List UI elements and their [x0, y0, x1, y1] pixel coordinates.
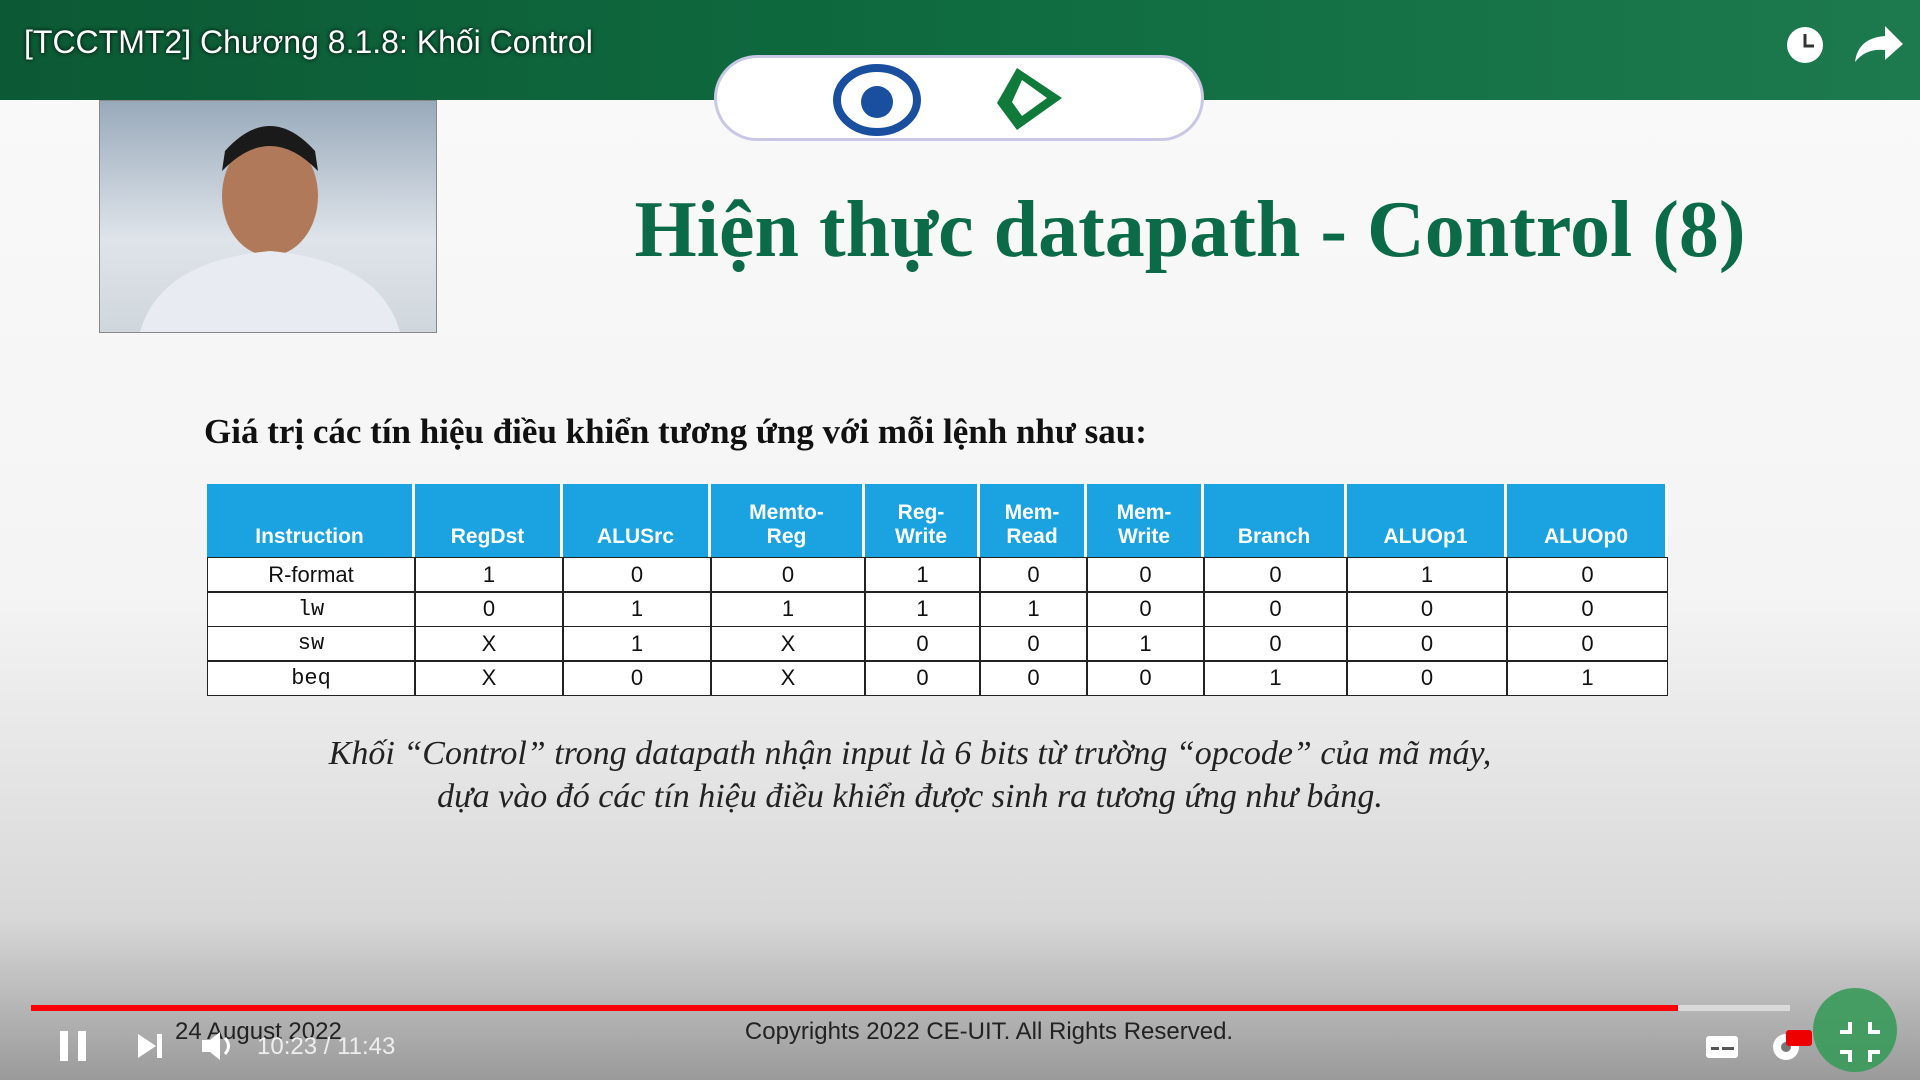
table-cell: X: [415, 626, 563, 661]
table-cell: 0: [865, 626, 980, 661]
table-cell: 1: [1507, 660, 1668, 696]
header-text: Mem-: [1004, 501, 1060, 524]
table-cell: 0: [980, 557, 1087, 592]
table-cell: 1: [1204, 660, 1347, 696]
table-cell: 0: [1507, 557, 1668, 592]
table-cell: 1: [865, 591, 980, 627]
time-display: 10:23 / 11:43: [257, 1033, 395, 1061]
logo-banner: [714, 55, 1204, 141]
table-header: Reg- Write: [865, 484, 980, 557]
header-text: Write: [894, 525, 948, 548]
video-title[interactable]: [TCCTMT2] Chương 8.1.8: Khối Control: [24, 24, 593, 60]
time-separator: /: [323, 1033, 331, 1060]
table-cell: 0: [1507, 591, 1668, 627]
table-cell: 1: [980, 591, 1087, 627]
table-cell: 0: [1347, 626, 1507, 661]
presenter: [140, 126, 400, 332]
table-header: ALUSrc: [563, 484, 711, 557]
table-header: Mem- Write: [1087, 484, 1204, 557]
header-text: Branch: [1237, 525, 1311, 548]
table-header: Mem- Read: [980, 484, 1087, 557]
table-cell: 0: [563, 660, 711, 696]
pause-button[interactable]: [60, 1031, 86, 1061]
caption-line: dựa vào đó các tín hiệu điều khiển được …: [437, 778, 1383, 815]
table-cell: 1: [563, 591, 711, 627]
table-header: ALUOp1: [1347, 484, 1507, 557]
table-header: ALUOp0: [1507, 484, 1668, 557]
table-cell: X: [415, 660, 563, 696]
table-cell: X: [711, 660, 865, 696]
slide-heading: Hiện thực datapath - Control (8): [634, 186, 1746, 274]
header-text: Write: [1117, 525, 1171, 548]
table-cell: 1: [711, 591, 865, 627]
table-cell: X: [711, 626, 865, 661]
table-header: Instruction: [207, 484, 415, 557]
table-cell: 0: [1347, 591, 1507, 627]
table-header: RegDst: [415, 484, 563, 557]
progress-played: [31, 1005, 1678, 1011]
table-cell: 1: [563, 626, 711, 661]
subtitles-button[interactable]: [1706, 1036, 1738, 1058]
logos: [833, 64, 1062, 136]
table-cell: 0: [563, 557, 711, 592]
webcam-feed: [99, 100, 437, 333]
header-text: RegDst: [450, 525, 525, 548]
table-cell: 0: [1347, 660, 1507, 696]
header-text: Read: [1006, 525, 1058, 548]
header-text: Reg-: [897, 501, 945, 524]
table-cell: 0: [865, 660, 980, 696]
table-cell: 1: [865, 557, 980, 592]
table-cell: 0: [711, 557, 865, 592]
header-text: ALUOp0: [1544, 525, 1628, 548]
current-time: 10:23: [257, 1033, 318, 1060]
header-text: Instruction: [255, 525, 364, 548]
table-cell: 0: [1204, 591, 1347, 627]
header-text: ALUSrc: [596, 525, 675, 548]
slide-copyright: Copyrights 2022 CE-UIT. All Rights Reser…: [744, 1018, 1234, 1045]
table-cell: 0: [980, 626, 1087, 661]
table-header: Branch: [1204, 484, 1347, 557]
table-cell: 1: [1347, 557, 1507, 592]
settings-button[interactable]: [1773, 1030, 1812, 1060]
caption-line: Khối “Control” trong datapath nhận input…: [328, 735, 1492, 772]
table-cell: R-format: [207, 557, 415, 592]
duration: 11:43: [337, 1033, 396, 1060]
next-button[interactable]: [138, 1034, 162, 1058]
table-cell: 1: [1087, 626, 1204, 661]
table-cell: 0: [1507, 626, 1668, 661]
table-cell: 1: [415, 557, 563, 592]
table-cell: 0: [980, 660, 1087, 696]
header-text: Reg: [766, 525, 807, 548]
signal-table: Instruction RegDst ALUSrc Memto- Reg Reg- Writ…: [207, 484, 1668, 696]
slide-subtitle: Giá trị các tín hiệu điều khiển tương ứn…: [204, 412, 1147, 451]
exit-fullscreen-button[interactable]: [1813, 988, 1897, 1072]
table-cell: lw: [207, 591, 415, 627]
table-cell: sw: [207, 626, 415, 661]
table-cell: 0: [1204, 626, 1347, 661]
table-cell: 0: [1087, 557, 1204, 592]
table-cell: beq: [207, 660, 415, 696]
table-cell: 0: [1087, 660, 1204, 696]
header-text: ALUOp1: [1383, 525, 1468, 548]
header-text: Mem-: [1116, 501, 1172, 524]
header-text: Memto-: [749, 501, 824, 524]
table-cell: 0: [1204, 557, 1347, 592]
table-cell: 0: [1087, 591, 1204, 627]
table-cell: 0: [415, 591, 563, 627]
table-header: Memto- Reg: [711, 484, 865, 557]
